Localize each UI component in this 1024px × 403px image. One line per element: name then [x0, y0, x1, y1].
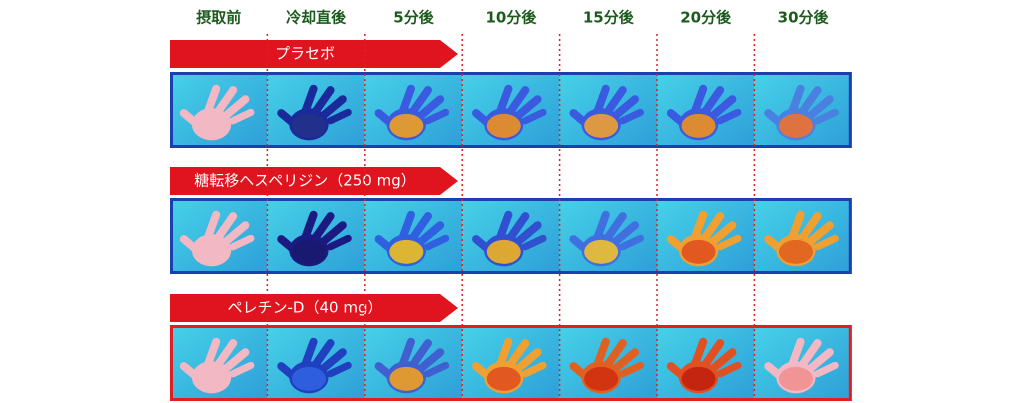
palm-heat — [681, 113, 716, 138]
palm-heat — [778, 113, 813, 138]
column-header: 15分後 — [583, 9, 635, 27]
panel-border — [170, 72, 852, 148]
palm-heat — [389, 239, 424, 264]
palm-heat — [584, 239, 619, 264]
palm-heat — [681, 366, 716, 391]
row-label: ペレチン-D（40 mg） — [228, 299, 383, 317]
row-label: プラセボ — [275, 45, 335, 63]
row-label: 糖転移ヘスペリジン（250 mg） — [194, 172, 415, 190]
palm-heat — [778, 366, 813, 391]
column-header: 冷却直後 — [286, 9, 347, 27]
column-header: 20分後 — [680, 9, 732, 27]
palm-heat — [681, 239, 716, 264]
row-banner — [170, 167, 458, 195]
column-header: 5分後 — [393, 9, 434, 27]
palm-heat — [486, 366, 521, 391]
panel-border — [170, 198, 852, 274]
palm-heat — [486, 113, 521, 138]
palm-heat — [778, 239, 813, 264]
palm-heat — [389, 366, 424, 391]
palm-heat — [291, 239, 326, 264]
column-header: 30分後 — [778, 9, 830, 27]
palm-heat — [291, 113, 326, 138]
palm-heat — [291, 366, 326, 391]
row-banner — [170, 294, 458, 322]
panel-border — [170, 325, 852, 401]
palm-heat — [389, 113, 424, 138]
column-header: 10分後 — [485, 9, 537, 27]
column-header: 摂取前 — [196, 9, 241, 27]
row-banner — [170, 40, 458, 68]
palm-heat — [486, 239, 521, 264]
palm-heat — [584, 113, 619, 138]
palm-heat — [584, 366, 619, 391]
